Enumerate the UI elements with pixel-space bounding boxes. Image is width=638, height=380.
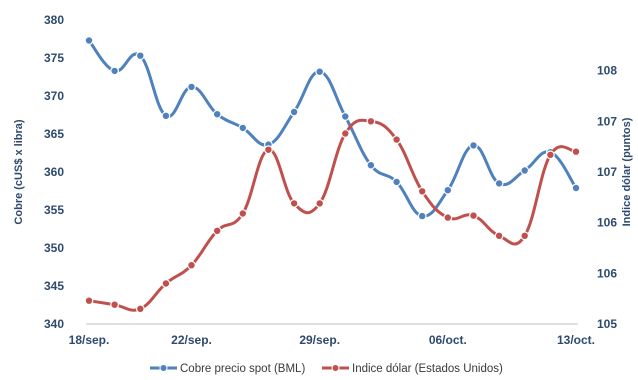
data-point-dollar: [494, 231, 504, 241]
data-point-copper: [289, 107, 299, 117]
data-point-copper: [571, 183, 581, 193]
data-point-copper: [417, 211, 427, 221]
legend-marker-dollar: [331, 364, 340, 372]
data-point-copper: [110, 66, 119, 76]
data-point-copper: [238, 123, 248, 133]
data-point-dollar: [340, 129, 350, 138]
data-point-copper: [520, 166, 530, 175]
right-tick-label: 107: [597, 165, 617, 179]
left-axis-ticks: 340 345 350 355 360 365 370 375 380: [44, 13, 64, 331]
left-tick-label: 360: [44, 165, 64, 179]
left-tick-label: 350: [44, 241, 64, 255]
legend-item-copper: Cobre precio spot (BML): [150, 363, 305, 375]
data-point-dollar: [392, 135, 402, 145]
legend-label-dollar: Indice dólar (Estados Unidos): [352, 363, 503, 375]
data-point-dollar: [110, 300, 119, 310]
data-point-copper: [135, 51, 145, 61]
series-layer: [84, 36, 581, 314]
x-tick-label: 06/oct.: [429, 333, 467, 347]
data-point-copper: [366, 160, 376, 170]
series-dollar: [84, 116, 581, 314]
legend-marker-copper: [159, 364, 168, 372]
left-tick-label: 380: [44, 13, 64, 27]
right-tick-label: 107: [597, 114, 617, 128]
legend-label-copper: Cobre precio spot (BML): [180, 363, 305, 375]
data-point-dollar: [212, 226, 222, 236]
x-tick-label: 22/sep.: [171, 333, 212, 347]
data-point-dollar: [571, 147, 581, 157]
data-point-copper: [161, 111, 171, 121]
left-tick-label: 370: [44, 89, 64, 103]
data-point-dollar: [238, 209, 248, 218]
data-point-copper: [443, 185, 453, 195]
data-point-dollar: [443, 213, 453, 223]
right-tick-label: 106: [597, 266, 617, 280]
legend: Cobre precio spot (BML) Indice dólar (Es…: [150, 363, 503, 375]
right-axis-ticks: 105 106 106 107 107 108: [597, 64, 617, 331]
legend-item-dollar: Indice dólar (Estados Unidos): [322, 363, 503, 375]
data-point-dollar: [520, 231, 530, 241]
x-tick-label: 29/sep.: [299, 333, 340, 347]
x-tick-label: 18/sep.: [69, 333, 110, 347]
data-point-dollar: [417, 186, 427, 196]
x-tick-label: 13/oct.: [557, 333, 595, 347]
data-point-dollar: [187, 260, 196, 270]
data-point-copper: [494, 178, 504, 188]
data-point-dollar: [161, 279, 171, 288]
data-point-copper: [84, 36, 94, 45]
left-tick-label: 375: [44, 51, 64, 65]
data-point-copper: [340, 112, 350, 121]
right-axis-title: Indice dólar (puntos): [621, 117, 633, 226]
data-point-dollar: [264, 145, 273, 155]
right-tick-label: 108: [597, 64, 617, 78]
data-point-copper: [392, 177, 402, 187]
data-point-copper: [315, 67, 325, 77]
x-axis-ticks: 18/sep. 22/sep. 29/sep. 06/oct. 13/oct.: [69, 333, 595, 347]
left-tick-label: 355: [44, 203, 64, 217]
left-axis-title: Cobre (cUS$ x libra): [13, 119, 25, 224]
left-tick-label: 365: [44, 127, 64, 141]
series-line-copper: [87, 39, 578, 218]
right-tick-label: 105: [597, 317, 617, 331]
data-point-dollar: [289, 198, 299, 208]
right-tick-label: 106: [597, 216, 617, 230]
data-point-dollar: [84, 296, 94, 306]
series-copper: [84, 36, 581, 221]
data-point-copper: [212, 109, 222, 119]
data-point-dollar: [546, 150, 555, 160]
data-point-copper: [187, 82, 196, 92]
left-tick-label: 345: [44, 279, 64, 293]
data-point-dollar: [135, 304, 145, 314]
data-point-dollar: [469, 211, 478, 221]
left-tick-label: 340: [44, 317, 64, 331]
data-point-copper: [469, 140, 478, 150]
data-point-dollar: [315, 198, 325, 208]
data-point-dollar: [366, 116, 376, 126]
